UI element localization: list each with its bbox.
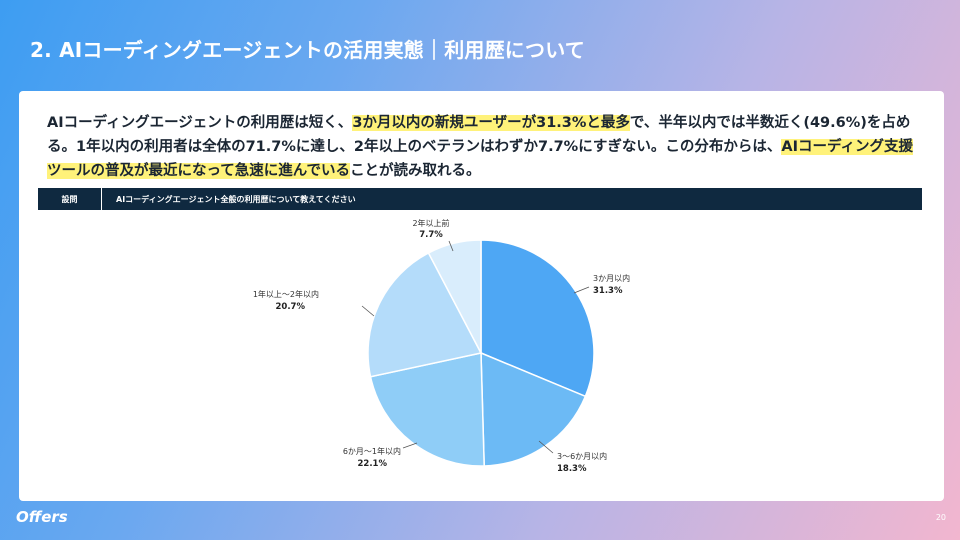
pie-slice-1	[480, 239, 595, 398]
page-number: 20	[935, 513, 946, 522]
leader-line-5	[448, 240, 454, 252]
offers-logo: Offers	[16, 508, 68, 526]
pie-chart: 3か月以内 31.3% 3〜6か月以内 18.3% 6か月〜1年以内 22.1% 1年以上〜…	[253, 218, 630, 474]
slide-title: 2. AIコーディングエージェントの活用実態｜利用歴について	[30, 38, 585, 62]
question-text: AIコーディングエージェント全般の利用歴について教えてください	[116, 194, 356, 204]
slice-value-label-3: 22.1%	[358, 459, 388, 469]
question-label: 設問	[38, 188, 102, 210]
summary-highlight-1: 3か月以内の新規ユーザーが31.3%と最多	[352, 115, 630, 131]
question-bar: 設問 AIコーディングエージェント全般の利用歴について教えてください	[38, 188, 922, 210]
pie-slice-3	[369, 352, 485, 467]
leader-line-4	[361, 305, 375, 317]
slice-value-label-4: 20.7%	[276, 302, 306, 312]
slice-category-label-4: 1年以上〜2年以内	[253, 289, 319, 299]
slice-value-label-5: 7.7%	[419, 230, 443, 240]
slice-category-label-3: 6か月〜1年以内	[343, 446, 401, 456]
leader-line-1	[573, 286, 590, 294]
slice-value-label-2: 18.3%	[557, 464, 587, 474]
pie-slice-5	[427, 239, 482, 354]
content-card: AIコーディングエージェントの利用歴は短く、3か月以内の新規ユーザーが31.3%…	[19, 91, 944, 501]
pie-slice-4	[367, 251, 483, 378]
leader-line-2	[538, 440, 554, 454]
summary-part-3: ことが読み取れる。	[350, 163, 481, 179]
slice-value-label-1: 31.3%	[593, 286, 623, 296]
summary-part-1: AIコーディングエージェントの利用歴は短く、	[47, 115, 353, 131]
slice-category-label-5: 2年以上前	[412, 218, 449, 228]
slice-category-label-1: 3か月以内	[593, 273, 630, 283]
slice-category-label-2: 3〜6か月以内	[557, 451, 607, 461]
summary-part-2: で、半年以内では半数近く(49.6%)を占める。1年以内の利用者は全体の71.7…	[47, 115, 911, 155]
leader-line-3	[402, 442, 418, 449]
summary-text: AIコーディングエージェントの利用歴は短く、3か月以内の新規ユーザーが31.3%…	[47, 111, 917, 183]
